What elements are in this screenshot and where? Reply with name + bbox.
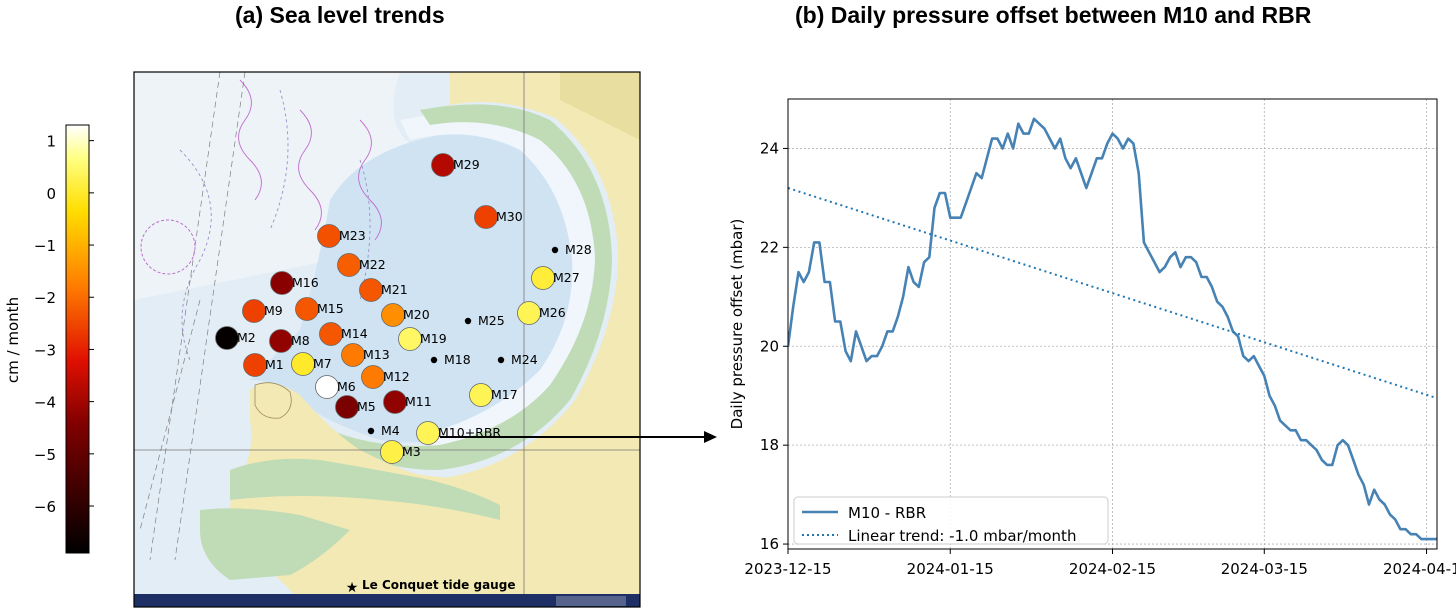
trend-line xyxy=(788,187,1437,400)
station-point-m28 xyxy=(551,246,559,254)
tide-gauge-marker: ★ Le Conquet tide gauge xyxy=(346,578,516,595)
station-label-m22: M22 xyxy=(359,257,386,272)
colorbar: 1 0 −1 −2 −3 −4 −5 −6 cm / month xyxy=(4,124,94,554)
station-label-m7: M7 xyxy=(313,356,332,371)
colorbar-tick-label: −2 xyxy=(34,289,56,307)
station-marker-m7 xyxy=(291,352,315,376)
station-label-m21: M21 xyxy=(381,282,408,297)
station-label-m5: M5 xyxy=(357,399,376,414)
station-marker-m6 xyxy=(315,375,339,399)
x-tick-label: 2024-04-15 xyxy=(1383,560,1456,578)
station-point-m18 xyxy=(430,356,438,364)
station-marker-m2 xyxy=(215,326,239,350)
colorbar-tick-label: 0 xyxy=(46,185,56,203)
series-line-m10-rbr xyxy=(788,117,1437,541)
legend: M10 - RBR Linear trend: -1.0 mbar/month xyxy=(793,496,1109,545)
x-tick-label: 2024-02-15 xyxy=(1069,560,1156,578)
station-label-m16: M16 xyxy=(292,275,319,290)
station-marker-m15 xyxy=(295,297,319,321)
colorbar-tick-label: −6 xyxy=(34,498,56,516)
panel-b-title: (b) Daily pressure offset between M10 an… xyxy=(795,2,1312,28)
station-marker-m22 xyxy=(337,253,361,277)
station-label-m19: M19 xyxy=(420,331,447,346)
nautical-map xyxy=(134,72,640,607)
station-marker-m3 xyxy=(380,440,404,464)
station-marker-m8 xyxy=(269,329,293,353)
link-arrow xyxy=(440,431,717,443)
station-marker-m27 xyxy=(531,266,555,290)
station-label-m13: M13 xyxy=(363,347,390,362)
station-label-m14: M14 xyxy=(341,326,368,341)
station-marker-m26 xyxy=(517,301,541,325)
station-marker-m21 xyxy=(359,278,383,302)
station-label-m20: M20 xyxy=(403,307,430,322)
station-marker-m10-rbr xyxy=(416,421,440,445)
station-label-m17: M17 xyxy=(491,387,518,402)
station-label-m27: M27 xyxy=(553,270,580,285)
y-axis-label: Daily pressure offset (mbar) xyxy=(728,219,746,430)
colorbar-label: cm / month xyxy=(4,297,22,383)
panel-a-title: (a) Sea level trends xyxy=(235,2,445,28)
station-label-m15: M15 xyxy=(317,301,344,316)
station-marker-m19 xyxy=(398,327,422,351)
line-chart: 2023-12-15 2024-01-15 2024-02-15 2024-03-15… xyxy=(728,98,1456,578)
station-label-m6: M6 xyxy=(337,379,356,394)
station-label-m4: M4 xyxy=(381,423,400,438)
station-marker-m11 xyxy=(383,390,407,414)
legend-entry-series: M10 - RBR xyxy=(848,504,926,522)
station-label-m23: M23 xyxy=(339,228,366,243)
colorbar-tick-label: −1 xyxy=(34,237,56,255)
station-label-m26: M26 xyxy=(539,305,566,320)
station-point-m24 xyxy=(497,356,505,364)
colorbar-tick-label: 1 xyxy=(46,133,56,151)
station-marker-m13 xyxy=(341,343,365,367)
station-label-m12: M12 xyxy=(383,369,410,384)
y-tick-label: 24 xyxy=(760,139,779,157)
y-tick-label: 18 xyxy=(760,436,779,454)
y-tick-label: 16 xyxy=(760,535,779,553)
station-point-m25 xyxy=(464,317,472,325)
station-marker-m23 xyxy=(317,224,341,248)
station-point-m4 xyxy=(367,427,375,435)
y-tick-label: 22 xyxy=(760,238,779,256)
station-marker-m5 xyxy=(335,395,359,419)
x-tick-label: 2023-12-15 xyxy=(744,560,831,578)
station-label-m1: M1 xyxy=(265,357,284,372)
colorbar-tick-label: −4 xyxy=(34,394,56,412)
x-tick-label: 2024-03-15 xyxy=(1221,560,1308,578)
station-label-m3: M3 xyxy=(402,444,421,459)
station-label-m8: M8 xyxy=(291,333,310,348)
station-label-m25: M25 xyxy=(478,313,505,328)
station-marker-m9 xyxy=(242,299,266,323)
station-label-m9: M9 xyxy=(264,303,283,318)
station-marker-m20 xyxy=(381,303,405,327)
station-label-m29: M29 xyxy=(453,157,480,172)
station-marker-m16 xyxy=(270,271,294,295)
station-markers: M29 M30 M28 M23 M22 M27 M16 M21 M9 M15 M20 M25 M26 M2… xyxy=(215,153,592,464)
star-icon: ★ xyxy=(346,579,359,595)
station-label-m30: M30 xyxy=(496,209,523,224)
station-marker-m1 xyxy=(243,353,267,377)
station-label-m24: M24 xyxy=(511,352,538,367)
colorbar-tick-label: −5 xyxy=(34,446,56,464)
station-marker-m30 xyxy=(474,205,498,229)
tide-gauge-label: Le Conquet tide gauge xyxy=(362,578,515,592)
station-label-m2: M2 xyxy=(237,330,256,345)
station-marker-m14 xyxy=(319,322,343,346)
station-label-m18: M18 xyxy=(444,352,471,367)
y-tick-label: 20 xyxy=(760,337,779,355)
x-tick-label: 2024-01-15 xyxy=(907,560,994,578)
station-marker-m12 xyxy=(361,365,385,389)
station-label-m11: M11 xyxy=(405,394,432,409)
station-label-m28: M28 xyxy=(565,242,592,257)
station-marker-m17 xyxy=(469,383,493,407)
legend-entry-trend: Linear trend: -1.0 mbar/month xyxy=(848,527,1076,545)
station-marker-m29 xyxy=(431,153,455,177)
map-frame xyxy=(133,71,641,608)
colorbar-tick-label: −3 xyxy=(34,341,56,359)
